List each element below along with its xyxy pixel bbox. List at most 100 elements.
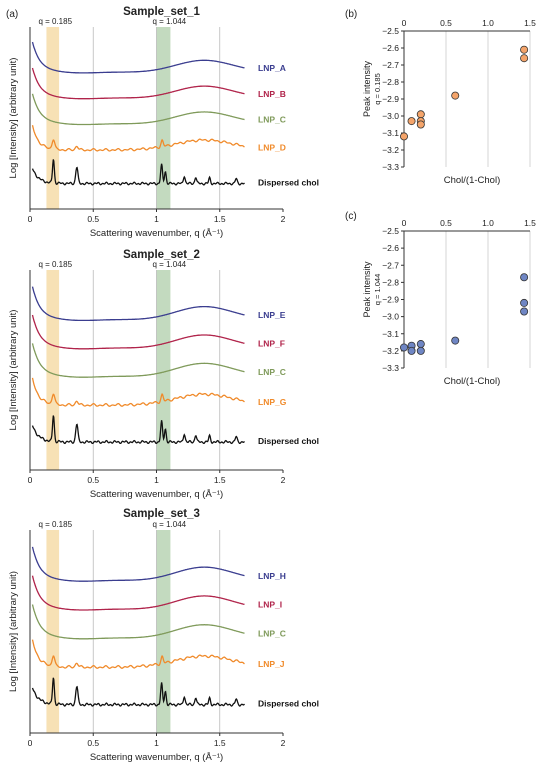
q-band-2 [156, 530, 171, 733]
x-tick-label: 1.0 [482, 18, 494, 28]
x-tick-label: 0.5 [440, 18, 452, 28]
y-tick-label: −2.5 [382, 26, 399, 36]
x-tick-label: 0.5 [440, 218, 452, 228]
series-label: LNP_D [258, 142, 286, 152]
q-band-label: q = 1.044 [153, 520, 187, 529]
y-tick-label: −2.5 [382, 226, 399, 236]
y-tick-label: −3.0 [382, 312, 399, 322]
y-axis-label: Peak intensity [362, 261, 372, 318]
q-band-label: q = 1.044 [153, 260, 187, 269]
series-label: Dispersed chol [258, 698, 319, 708]
series-label: LNP_C [258, 367, 286, 377]
y-tick-label: −2.8 [382, 77, 399, 87]
y-tick-label: −2.7 [382, 60, 399, 70]
data-point [451, 91, 460, 100]
data-point [520, 54, 529, 63]
x-tick-label: 0 [28, 475, 33, 485]
data-point [451, 336, 460, 345]
y-tick-label: −3.3 [382, 363, 399, 373]
series-label: LNP_B [258, 89, 286, 99]
y-axis-label: Log [Intensity] (arbitrary unit) [8, 310, 19, 431]
x-tick-label: 0 [402, 218, 407, 228]
data-point [520, 273, 529, 282]
series-line-lnp_j [31, 639, 245, 669]
series-line-lnp_h [31, 546, 245, 582]
q-band-label: q = 0.185 [38, 17, 72, 26]
x-tick-label: 1 [154, 475, 159, 485]
y-tick-label: −2.7 [382, 260, 399, 270]
y-axis-label: Log [Intensity] (arbitrary unit) [8, 58, 19, 179]
q-band-label: q = 1.044 [153, 17, 187, 26]
chart-title: Sample_set_1 [123, 6, 200, 18]
y-tick-label: −3.2 [382, 145, 399, 155]
data-point [399, 132, 408, 141]
series-label: LNP_H [258, 571, 286, 581]
panel-label-b: (b) [345, 9, 357, 20]
data-point [399, 343, 408, 352]
x-tick-label: 1.0 [482, 218, 494, 228]
series-line-lnp_b [31, 67, 245, 100]
series-label: LNP_F [258, 338, 285, 348]
chart-title: Sample_set_3 [123, 508, 200, 520]
q-band-2 [156, 270, 171, 470]
series-label: Dispersed chol [258, 177, 319, 187]
x-tick-label: 2 [281, 475, 286, 485]
x-tick-label: 0 [28, 738, 33, 748]
series-label: LNP_E [258, 310, 286, 320]
y-tick-label: −2.6 [382, 243, 399, 253]
series-line-lnp_f [31, 314, 245, 350]
x-axis-label: Scattering wavenumber, q (Å⁻¹) [90, 752, 223, 763]
x-tick-label: 1.5 [524, 218, 536, 228]
y-tick-label: −2.8 [382, 277, 399, 287]
q-band-2 [156, 27, 171, 209]
x-tick-label: 1.5 [214, 738, 226, 748]
x-axis-label: Chol/(1-Chol) [444, 175, 501, 186]
y-tick-label: −3.3 [382, 162, 399, 172]
series-label: LNP_C [258, 628, 286, 638]
data-point [416, 110, 425, 119]
y-tick-label: −2.9 [382, 295, 399, 305]
sample-set-1-chart: Sample_set_1q = 0.185 q = 1.044 0 0.5 1 1.5 2 S… [8, 6, 319, 239]
x-tick-label: 2 [281, 214, 286, 224]
data-point [416, 340, 425, 349]
series-line-lnp_c [31, 604, 245, 640]
chart-title: Sample_set_2 [123, 249, 200, 261]
series-label: LNP_C [258, 115, 286, 125]
series-label: LNP_A [258, 63, 286, 73]
data-point [416, 120, 425, 129]
q-band-1 [46, 530, 60, 733]
data-point [407, 346, 416, 355]
x-axis-label: Scattering wavenumber, q (Å⁻¹) [90, 228, 223, 239]
x-tick-label: 0 [28, 214, 33, 224]
series-line-lnp_i [31, 575, 245, 611]
q-band-label: q = 0.185 [38, 260, 72, 269]
y-tick-label: −3.0 [382, 111, 399, 121]
series-line-dispersed-chol [31, 415, 245, 445]
q-band-1 [46, 270, 60, 470]
y-axis-label: Peak intensity [362, 60, 372, 117]
data-point [416, 346, 425, 355]
x-tick-label: 1 [154, 738, 159, 748]
x-axis-label: Chol/(1-Chol) [444, 376, 501, 387]
series-line-lnp_e [31, 286, 245, 322]
data-point [520, 307, 529, 316]
series-line-lnp_a [31, 41, 245, 74]
x-tick-label: 1.5 [524, 18, 536, 28]
data-point [520, 298, 529, 307]
x-tick-label: 1.5 [214, 214, 226, 224]
y-tick-label: −3.2 [382, 346, 399, 356]
series-line-lnp_c [31, 93, 245, 126]
sample-set-3-chart: Sample_set_3q = 0.185 q = 1.044 0 0.5 1 1.5 2 S… [8, 508, 319, 763]
y-axis-label: Log [Intensity] (arbitrary unit) [8, 571, 19, 692]
y-tick-label: −2.6 [382, 43, 399, 53]
series-line-lnp_c [31, 343, 245, 378]
x-tick-label: 1.5 [214, 475, 226, 485]
y-axis-sublabel: q = 1.044 [373, 274, 382, 306]
panel-label-a: (a) [6, 9, 18, 20]
data-point [407, 117, 416, 126]
sample-set-2-chart: Sample_set_2q = 0.185 q = 1.044 0 0.5 1 1.5 2 S… [8, 249, 319, 500]
x-tick-label: 1 [154, 214, 159, 224]
series-label: LNP_I [258, 600, 282, 610]
x-tick-label: 0.5 [87, 475, 99, 485]
